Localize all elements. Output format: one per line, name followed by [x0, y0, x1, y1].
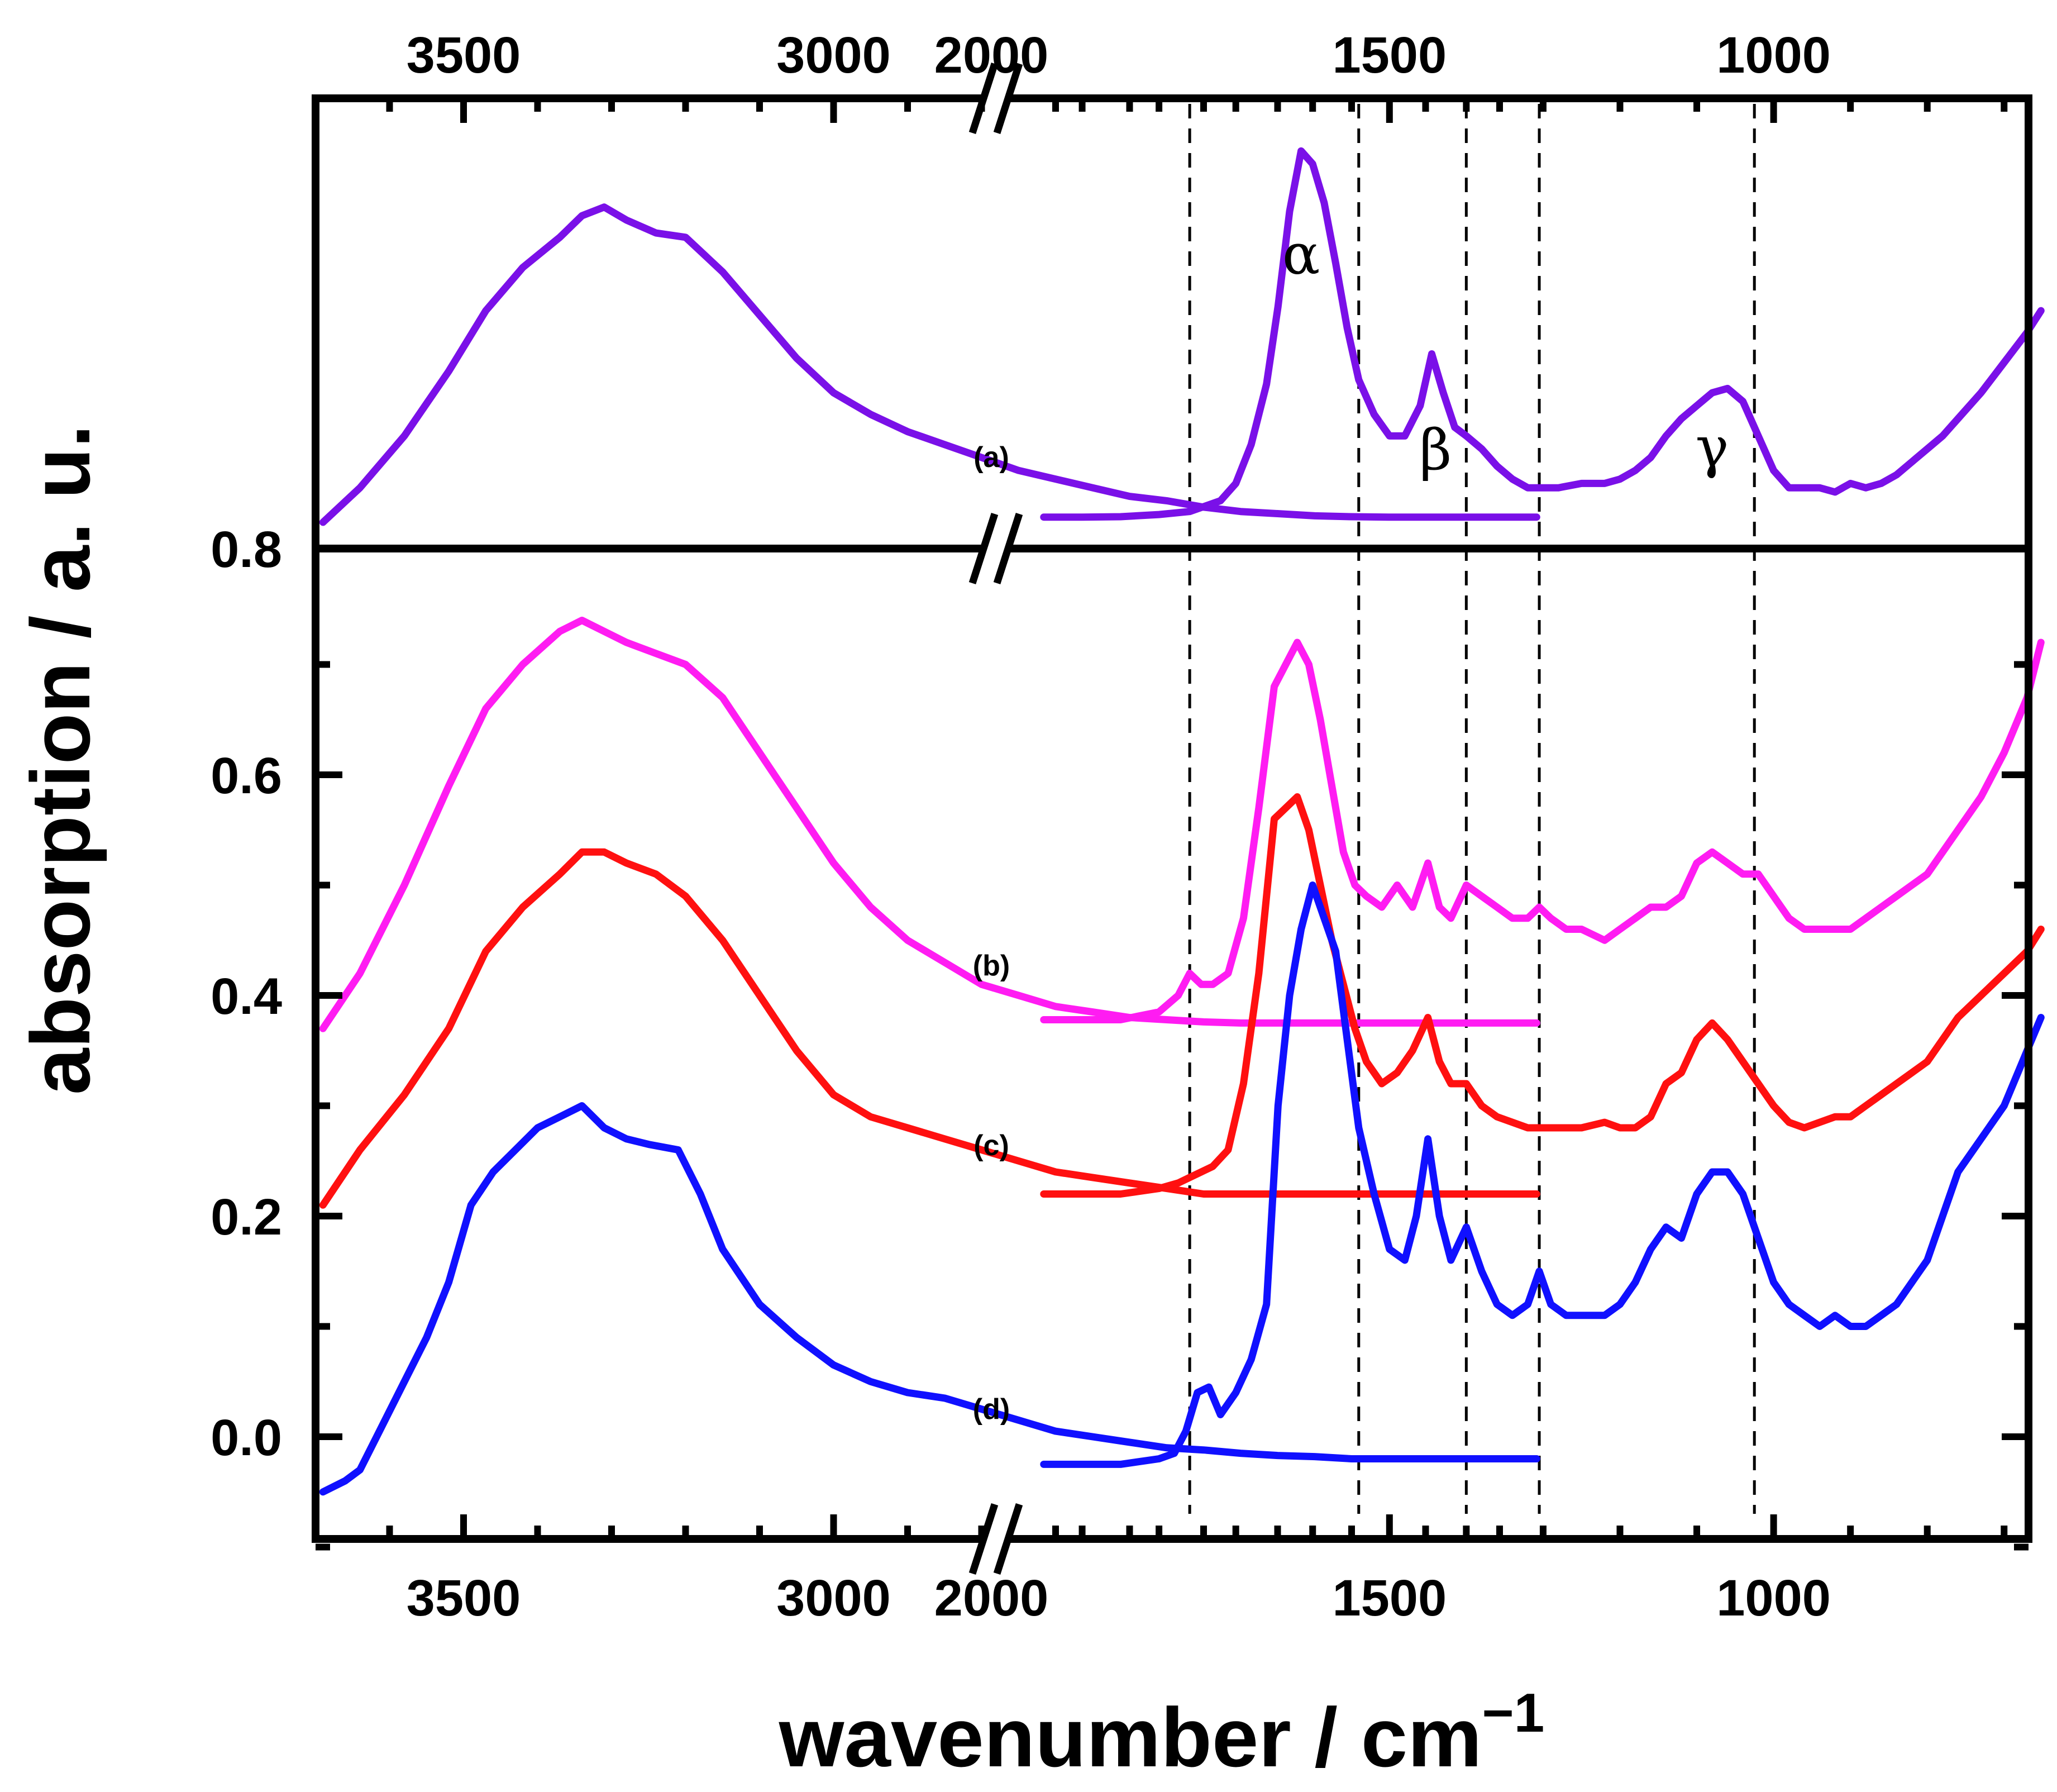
x-tick-label-bottom-1500: 1500 — [1332, 1570, 1447, 1627]
reference-lines — [1188, 104, 1756, 1514]
x-tick-label-top-2000: 2000 — [934, 27, 1049, 84]
x-axis-title-superscript: −1 — [1482, 1682, 1545, 1743]
spectra-curves — [319, 147, 2045, 1496]
peak-label-beta: β — [1419, 417, 1452, 483]
axis-break-slash-middle-1 — [968, 513, 999, 584]
y-tick-label-0.6: 0.6 — [211, 747, 282, 804]
peak-labels: α β γ — [1282, 222, 1729, 483]
peak-label-gamma: γ — [1696, 414, 1729, 480]
x-tick-label-bottom-3500: 3500 — [407, 1570, 521, 1627]
y-axis-title: absorption / a. u. — [13, 425, 107, 1095]
x-tick-label-bottom-3000: 3000 — [776, 1570, 891, 1627]
axis-break-slash-bottom-2 — [993, 1503, 1023, 1575]
x-tick-label-bottom-1000: 1000 — [1716, 1570, 1831, 1627]
y-tick-label-0.4: 0.4 — [211, 968, 282, 1025]
curve-c-left — [319, 848, 1540, 1209]
x-tick-label-top-3500: 3500 — [407, 27, 521, 84]
curve-a-left — [319, 203, 1540, 526]
plot-frame — [312, 94, 2032, 1543]
curve-label-d: (d) — [973, 1393, 1010, 1426]
y-tick-label-0.2: 0.2 — [211, 1189, 282, 1246]
x-tick-label-bottom-2000: 2000 — [934, 1570, 1049, 1627]
x-axis-title: wavenumber / cm−1 — [779, 1682, 1545, 1784]
x-axis-title-text: wavenumber / cm — [779, 1690, 1482, 1784]
axis-break-slash-top-2 — [993, 63, 1023, 134]
curve-labels: (a) (b) (c) (d) — [973, 441, 1010, 1426]
curve-c-right — [1040, 793, 2045, 1198]
peak-label-alpha: α — [1282, 222, 1320, 287]
axis-break-slash-bottom-1 — [968, 1503, 999, 1575]
curve-a-right — [1040, 147, 2045, 521]
curve-b-left — [319, 617, 1540, 1032]
frame-border — [312, 94, 2032, 1543]
y-tick-label-0.0: 0.0 — [211, 1409, 282, 1466]
curve-label-c: (c) — [973, 1129, 1009, 1162]
x-tick-label-top-3000: 3000 — [776, 27, 891, 84]
axis-break-slash-top-1 — [968, 63, 999, 134]
tick-labels: 3500 3500 3000 3000 2000 2000 1500 1500 1000 1000… — [211, 27, 1831, 1627]
axis-ticks — [316, 98, 2029, 1551]
curve-d-right — [1040, 881, 2045, 1468]
curve-b-right — [1040, 638, 2045, 1023]
curve-label-b: (b) — [973, 950, 1010, 982]
x-tick-label-top-1000: 1000 — [1716, 27, 1831, 84]
axis-break-slash-middle-2 — [993, 513, 1023, 584]
axis-break-marks — [968, 63, 1023, 1575]
y-tick-label-0.8: 0.8 — [211, 521, 282, 578]
curve-label-a: (a) — [973, 441, 1009, 474]
curve-d-left — [319, 1102, 1540, 1496]
x-tick-label-top-1500: 1500 — [1332, 27, 1447, 84]
